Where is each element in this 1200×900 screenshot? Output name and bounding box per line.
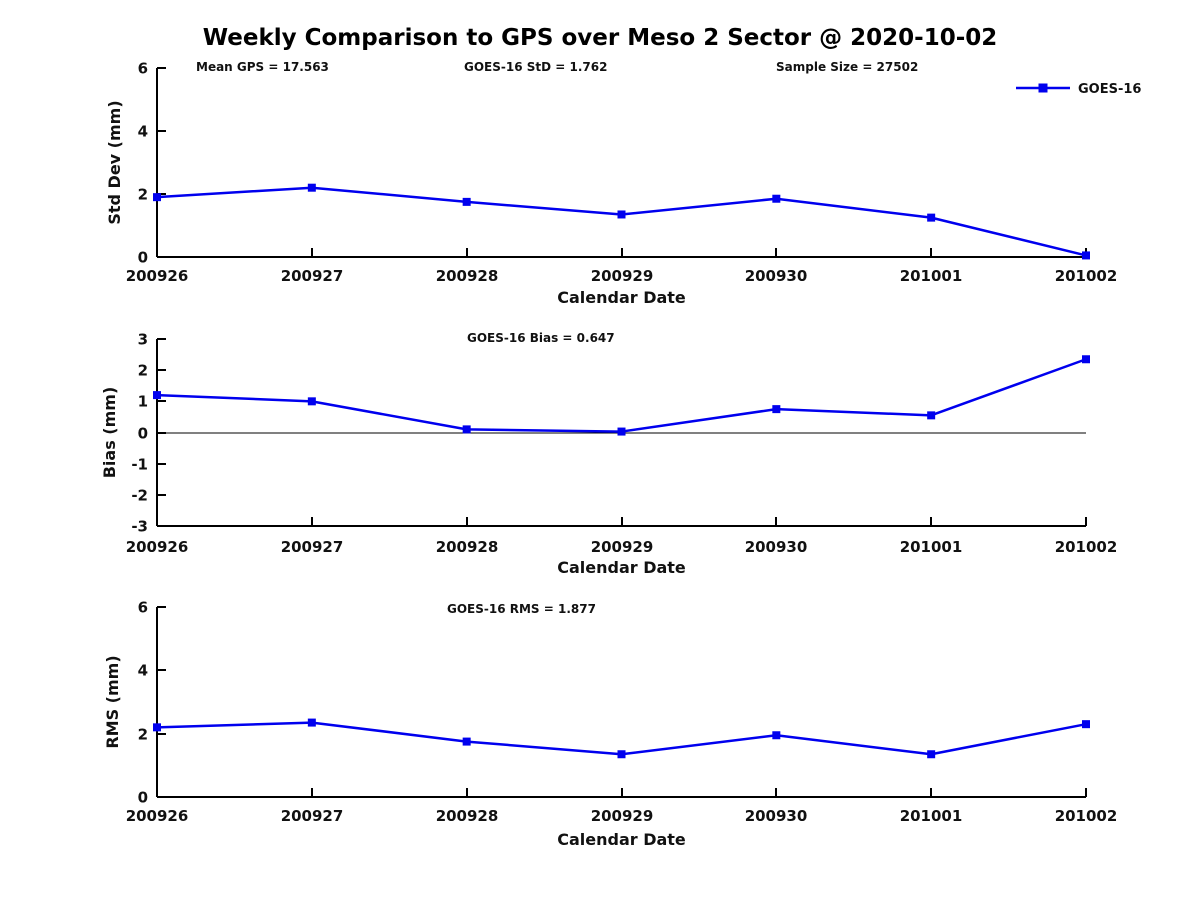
data-point (307, 397, 316, 406)
y-tick-label: 1 (138, 393, 148, 411)
x-axis-title: Calendar Date (557, 830, 686, 849)
x-tick-label: 200928 (436, 267, 499, 285)
x-tick-label: 200927 (281, 538, 344, 556)
y-axis-title: Std Dev (mm) (105, 100, 124, 224)
x-tick-label: 200930 (745, 267, 808, 285)
x-tick-label: 200927 (281, 807, 344, 825)
x-tick-label: 201002 (1055, 538, 1118, 556)
y-tick-label: 2 (138, 186, 148, 204)
data-point (617, 750, 626, 759)
legend-marker (1038, 83, 1048, 93)
y-tick-label: 0 (138, 789, 148, 807)
data-point (1082, 355, 1090, 364)
y-tick-label: -3 (131, 518, 148, 536)
data-line (156, 358, 1087, 433)
x-tick-label: 200926 (126, 267, 189, 285)
x-axis-title: Calendar Date (557, 558, 686, 577)
data-point (1082, 720, 1090, 729)
x-tick-label: 200929 (591, 807, 654, 825)
y-tick-label: 2 (138, 726, 148, 744)
x-tick-label: 201001 (900, 807, 963, 825)
y-tick-label: 3 (138, 331, 148, 349)
bias-panel: -3 -2 -1 0 1 2 3 200926 200927 200928 200929 200930… (100, 331, 1117, 578)
data-point (307, 183, 316, 192)
y-tick-label: 4 (138, 123, 148, 141)
x-tick-label: 200930 (745, 807, 808, 825)
data-point (617, 427, 626, 436)
annotation: Sample Size = 27502 (776, 60, 918, 74)
legend-label: GOES-16 (1078, 82, 1141, 97)
data-point (927, 750, 936, 759)
data-point (927, 411, 936, 420)
data-point (307, 718, 316, 727)
y-tick-label: 6 (138, 60, 148, 78)
annotation: GOES-16 Bias = 0.647 (467, 331, 615, 345)
x-tick-label: 201002 (1055, 807, 1118, 825)
x-tick-label: 200927 (281, 267, 344, 285)
data-point (617, 210, 626, 219)
x-tick-label: 200926 (126, 807, 189, 825)
y-tick-label: 6 (138, 599, 148, 617)
x-tick-label: 200930 (745, 538, 808, 556)
rms-panel: 0 2 4 6 200926 200927 200928 200929 200930 201001… (103, 599, 1117, 850)
data-point (1082, 251, 1090, 260)
y-axis-title: RMS (mm) (103, 655, 122, 748)
data-point (153, 723, 161, 732)
annotation: Mean GPS = 17.563 (196, 60, 329, 74)
data-point (153, 391, 161, 400)
x-tick-label: 200928 (436, 807, 499, 825)
y-axis-title: Bias (mm) (100, 387, 119, 479)
annotation: GOES-16 RMS = 1.877 (447, 602, 596, 616)
y-tick-label: 2 (138, 362, 148, 380)
x-tick-label: 201002 (1055, 267, 1118, 285)
std-dev-panel: 0 2 4 6 200926 200927 200928 200929 200930 201001… (105, 60, 1141, 308)
y-tick-label: 0 (138, 425, 148, 443)
x-tick-label: 200929 (591, 267, 654, 285)
x-tick-label: 200929 (591, 538, 654, 556)
data-point (462, 197, 471, 206)
x-tick-label: 200928 (436, 538, 499, 556)
data-point (462, 737, 471, 746)
legend: GOES-16 (1016, 82, 1141, 97)
x-tick-label: 201001 (900, 538, 963, 556)
data-point (153, 193, 161, 202)
data-point (772, 194, 781, 203)
data-point (772, 405, 781, 414)
data-point (772, 731, 781, 740)
data-line (156, 721, 1087, 756)
x-axis-title: Calendar Date (557, 288, 686, 307)
y-tick-label: 4 (138, 662, 148, 680)
y-tick-label: -1 (131, 456, 148, 474)
data-point (462, 425, 471, 434)
annotation: GOES-16 StD = 1.762 (464, 60, 607, 74)
x-tick-label: 201001 (900, 267, 963, 285)
x-tick-label: 200926 (126, 538, 189, 556)
chart-title: Weekly Comparison to GPS over Meso 2 Sec… (202, 25, 998, 51)
data-line (156, 186, 1087, 257)
y-tick-label: -2 (131, 487, 148, 505)
y-tick-label: 0 (138, 249, 148, 267)
data-point (927, 213, 936, 222)
